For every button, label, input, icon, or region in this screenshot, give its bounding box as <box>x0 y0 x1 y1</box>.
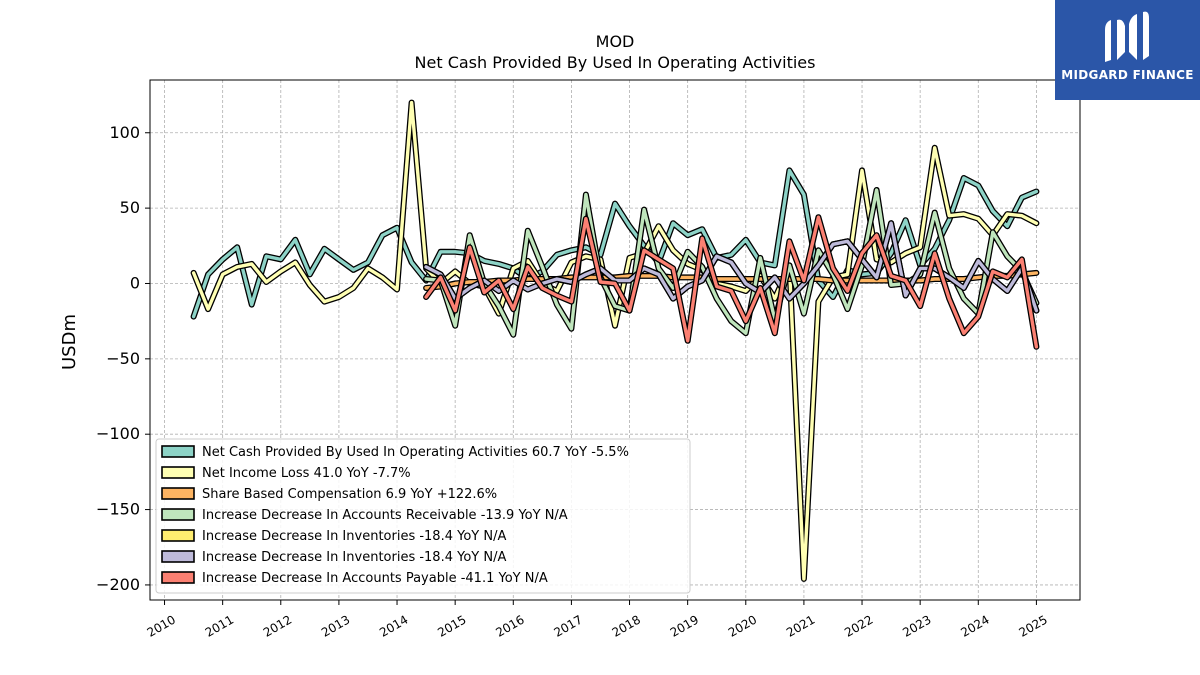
chart-subtitle: Net Cash Provided By Used In Operating A… <box>415 53 816 72</box>
midgard-m-logo-icon <box>1101 8 1153 64</box>
y-tick-label: 100 <box>109 123 140 142</box>
x-tick-label: 2024 <box>958 612 991 639</box>
x-tick-label: 2012 <box>261 612 294 639</box>
x-tick-label: 2018 <box>610 612 643 639</box>
y-tick-label: −100 <box>96 424 140 443</box>
x-tick-label: 2020 <box>726 612 759 639</box>
legend-label: Share Based Compensation 6.9 YoY +122.6% <box>202 487 497 502</box>
x-tick-label: 2016 <box>493 612 526 639</box>
legend-swatch <box>162 530 194 541</box>
y-axis-label: USDm <box>59 314 80 370</box>
legend-swatch <box>162 551 194 562</box>
x-tick-label: 2023 <box>900 612 933 639</box>
y-tick-label: 50 <box>120 198 140 217</box>
legend-swatch <box>162 488 194 499</box>
y-tick-label: −50 <box>106 349 140 368</box>
line-chart: 100 50 0 −50 −100 −150 −200 2010 2011 2012 2013 201… <box>0 0 1200 675</box>
x-tick-label: 2017 <box>551 612 584 639</box>
legend-label: Increase Decrease In Accounts Payable -4… <box>202 571 548 586</box>
legend-item: Increase Decrease In Accounts Payable -4… <box>162 571 548 586</box>
y-tick-label: −200 <box>96 575 140 594</box>
y-tick-label: −150 <box>96 500 140 519</box>
x-tick-label: 2019 <box>668 612 701 639</box>
x-tick-label: 2010 <box>145 612 178 639</box>
legend-label: Increase Decrease In Accounts Receivable… <box>202 508 568 523</box>
legend-swatch <box>162 446 194 457</box>
y-tick-label: 0 <box>130 273 140 292</box>
legend-item: Increase Decrease In Accounts Receivable… <box>162 508 568 523</box>
legend-item: Share Based Compensation 6.9 YoY +122.6% <box>162 487 497 502</box>
brand-name: MIDGARD FINANCE <box>1055 68 1200 82</box>
legend-label: Net Cash Provided By Used In Operating A… <box>202 445 629 460</box>
x-tick-label: 2013 <box>319 612 352 639</box>
x-tick-label: 2025 <box>1016 612 1049 639</box>
legend-label: Net Income Loss 41.0 YoY -7.7% <box>202 466 411 481</box>
legend-swatch <box>162 572 194 583</box>
x-tick-label: 2015 <box>435 612 468 639</box>
legend-item: Net Cash Provided By Used In Operating A… <box>162 445 629 460</box>
x-tick-label: 2022 <box>842 612 875 639</box>
x-tick-label: 2011 <box>203 612 236 639</box>
brand-logo: MIDGARD FINANCE <box>1055 0 1200 100</box>
x-tick-label: 2014 <box>377 612 410 639</box>
legend-item: Increase Decrease In Inventories -18.4 Y… <box>162 529 506 544</box>
legend-label: Increase Decrease In Inventories -18.4 Y… <box>202 529 506 544</box>
legend: Net Cash Provided By Used In Operating A… <box>156 439 690 593</box>
legend-swatch <box>162 509 194 520</box>
legend-item: Increase Decrease In Inventories -18.4 Y… <box>162 550 506 565</box>
chart-title: MOD <box>596 32 635 51</box>
x-tick-label: 2021 <box>784 612 817 639</box>
legend-label: Increase Decrease In Inventories -18.4 Y… <box>202 550 506 565</box>
legend-swatch <box>162 467 194 478</box>
